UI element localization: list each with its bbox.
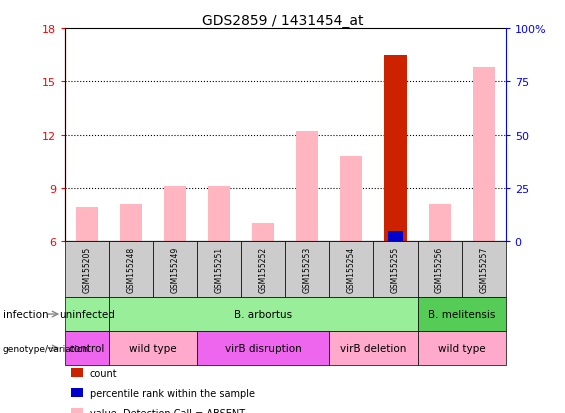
- Text: GSM155257: GSM155257: [479, 247, 488, 292]
- Text: virB disruption: virB disruption: [225, 343, 302, 353]
- Bar: [384, 55, 406, 242]
- Text: wild type: wild type: [438, 343, 485, 353]
- Text: GSM155254: GSM155254: [347, 247, 356, 292]
- Text: uninfected: uninfected: [59, 309, 115, 319]
- Bar: [432, 240, 447, 242]
- Text: virB deletion: virB deletion: [340, 343, 407, 353]
- Bar: [255, 240, 271, 242]
- Bar: [428, 204, 451, 242]
- Text: GSM155253: GSM155253: [303, 247, 312, 292]
- Text: GSM155255: GSM155255: [391, 247, 400, 292]
- Bar: [76, 208, 98, 242]
- Bar: [79, 239, 95, 242]
- Bar: [388, 232, 403, 242]
- Bar: [299, 238, 315, 242]
- Bar: [344, 238, 359, 242]
- Text: B. melitensis: B. melitensis: [428, 309, 496, 319]
- Text: GSM155205: GSM155205: [82, 247, 92, 292]
- Bar: [167, 239, 183, 242]
- Bar: [472, 68, 494, 242]
- Bar: [211, 239, 227, 242]
- Text: value, Detection Call = ABSENT: value, Detection Call = ABSENT: [90, 408, 245, 413]
- Text: GDS2859 / 1431454_at: GDS2859 / 1431454_at: [202, 14, 363, 28]
- Text: control: control: [69, 343, 105, 353]
- Text: wild type: wild type: [129, 343, 177, 353]
- Bar: [296, 132, 318, 242]
- Text: GSM155252: GSM155252: [259, 247, 268, 292]
- Text: GSM155256: GSM155256: [435, 247, 444, 292]
- Bar: [164, 187, 186, 242]
- Text: count: count: [90, 368, 118, 378]
- Bar: [340, 157, 363, 242]
- Bar: [123, 239, 139, 242]
- Text: GSM155251: GSM155251: [215, 247, 224, 292]
- Bar: [120, 204, 142, 242]
- Text: genotype/variation: genotype/variation: [3, 344, 89, 353]
- Text: B. arbortus: B. arbortus: [234, 309, 292, 319]
- Bar: [208, 187, 231, 242]
- Text: GSM155249: GSM155249: [171, 247, 180, 292]
- Bar: [476, 239, 492, 242]
- Bar: [384, 236, 406, 242]
- Text: GSM155248: GSM155248: [127, 247, 136, 292]
- Text: infection: infection: [3, 309, 49, 319]
- Bar: [388, 235, 403, 242]
- Text: percentile rank within the sample: percentile rank within the sample: [90, 388, 255, 398]
- Bar: [252, 224, 275, 242]
